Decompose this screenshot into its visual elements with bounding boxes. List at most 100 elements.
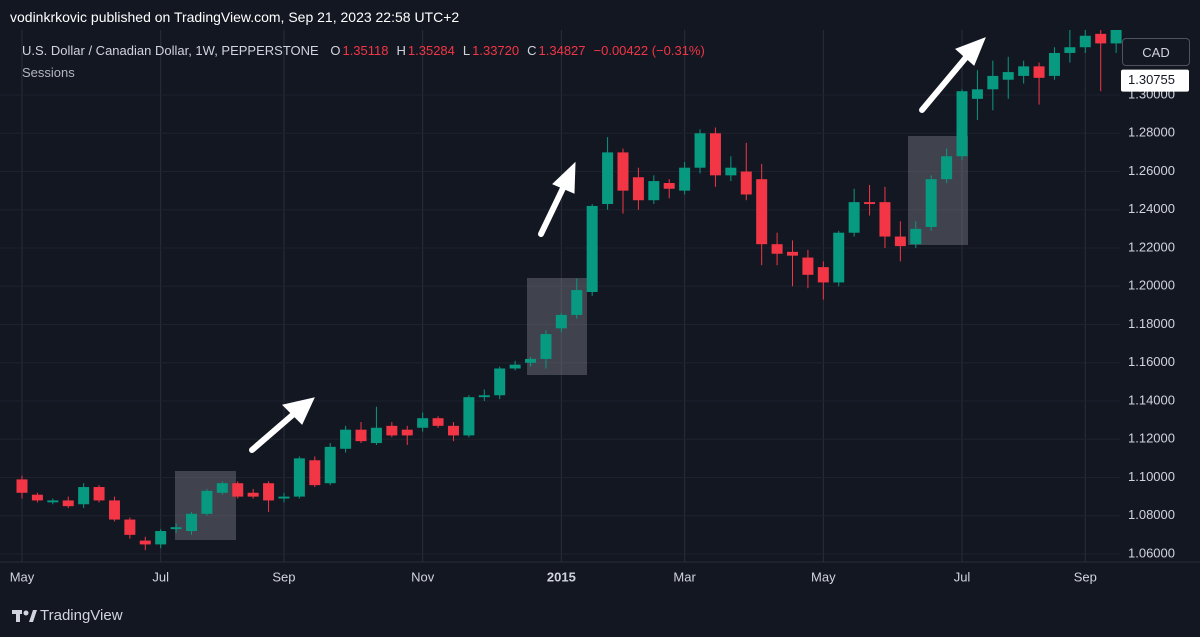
ohlc-label: O (330, 43, 341, 58)
candle-body (632, 177, 644, 201)
arrow-head (282, 397, 315, 425)
ohlc-label: H (396, 43, 406, 58)
candle-body (586, 205, 598, 292)
y-tick-label: 1.22000 (1128, 239, 1175, 254)
candle-body (155, 531, 167, 545)
candle-body (617, 152, 629, 191)
candle-body (540, 334, 552, 359)
header-bar (1, 0, 1199, 30)
price-label: 1.30755 (1128, 72, 1175, 87)
y-tick-label: 1.08000 (1128, 507, 1175, 522)
candle-body (1064, 47, 1076, 53)
candle-body (725, 167, 737, 176)
candle-body (478, 395, 490, 398)
candle-body (925, 179, 937, 227)
candle-body (201, 490, 213, 514)
candle-body (447, 425, 459, 436)
candle-body (16, 479, 28, 493)
arrow (249, 409, 299, 453)
candle-body (1079, 35, 1091, 48)
x-tick-label: Sep (1074, 569, 1097, 584)
indicator: Sessions (22, 65, 75, 80)
candle-body (602, 152, 614, 205)
candle-body (879, 202, 891, 237)
candle-body (787, 251, 798, 256)
candle-body (309, 460, 321, 486)
x-tick-label: Mar (673, 569, 696, 584)
candle-body (293, 458, 305, 497)
arrows (249, 37, 986, 453)
candle-body (263, 483, 275, 501)
candle-body (463, 397, 475, 436)
y-tick-label: 1.16000 (1128, 354, 1175, 369)
candle-body (555, 314, 567, 329)
arrow (919, 52, 971, 113)
candle-body (124, 519, 136, 535)
x-tick-label: Sep (272, 569, 295, 584)
candle-body (93, 487, 105, 501)
arrow (538, 181, 568, 237)
candle-body (987, 75, 999, 90)
candle-body (694, 133, 706, 168)
ohlc-value: 1.34827 (538, 43, 586, 58)
ohlc-value: 1.35118 (342, 43, 389, 58)
candle-body (186, 513, 198, 532)
y-tick-label: 1.14000 (1128, 392, 1175, 407)
x-tick-label: 2015 (547, 569, 576, 584)
arrow-head (552, 161, 576, 194)
x-tick-label: Jul (954, 569, 971, 584)
y-tick-label: 1.28000 (1128, 125, 1175, 140)
candle-body (802, 257, 814, 275)
ohlc-value: 1.35284 (407, 43, 455, 58)
candle-body (1018, 66, 1030, 76)
candle-body (525, 358, 537, 363)
y-tick-label: 1.12000 (1128, 431, 1175, 446)
symbol: U.S. Dollar / Canadian Dollar, 1W, PEPPE… (22, 43, 319, 58)
candle-body (648, 181, 660, 201)
y-tick-label: 1.20000 (1128, 278, 1175, 293)
y-tick-label: 1.26000 (1128, 163, 1175, 178)
footer: TradingView (40, 607, 123, 624)
candle-body (139, 540, 151, 545)
x-tick-label: Nov (411, 569, 435, 584)
candle-body (848, 202, 860, 233)
arrow-head (955, 37, 986, 66)
candle-body (817, 267, 829, 283)
candle-body (894, 236, 906, 247)
candle-body (956, 91, 968, 157)
y-tick-label: 1.24000 (1128, 201, 1175, 216)
legend: U.S. Dollar / Canadian Dollar, 1W, PEPPE… (22, 43, 713, 58)
candle-body (432, 418, 444, 426)
x-tick-label: May (811, 569, 836, 584)
candle-body (509, 364, 521, 369)
candle-body (47, 500, 59, 503)
y-tick-label: 1.10000 (1128, 469, 1175, 484)
y-tick-label: 1.06000 (1128, 545, 1175, 560)
y-tick-label: 1.18000 (1128, 316, 1175, 331)
currency-button[interactable]: CAD (1122, 38, 1190, 66)
candle-body (401, 429, 413, 436)
candle-body (78, 487, 90, 505)
candle-body (232, 483, 244, 497)
price-axis (1120, 0, 1200, 600)
candle-body (247, 492, 259, 497)
candle-body (1002, 72, 1014, 80)
candle-body (355, 429, 367, 442)
candle-body (170, 527, 182, 530)
candle-body (833, 232, 845, 283)
candle-body (386, 425, 398, 436)
candle-body (62, 500, 74, 507)
ohlc-value: 1.33720 (472, 43, 520, 58)
publish-info: vodinkrkovic published on TradingView.co… (10, 9, 460, 25)
candle-body (31, 494, 43, 501)
candle-body (417, 418, 429, 428)
candle-body (864, 202, 876, 205)
price-axis-labels: 1.06000 1.08000 1.10000 1.12000 1.14000 1.160… (1128, 86, 1175, 560)
candle-body (910, 228, 922, 245)
candle-body (971, 89, 983, 99)
candle-body (370, 427, 382, 444)
candle-body (740, 171, 752, 195)
candle-body (1048, 52, 1060, 76)
